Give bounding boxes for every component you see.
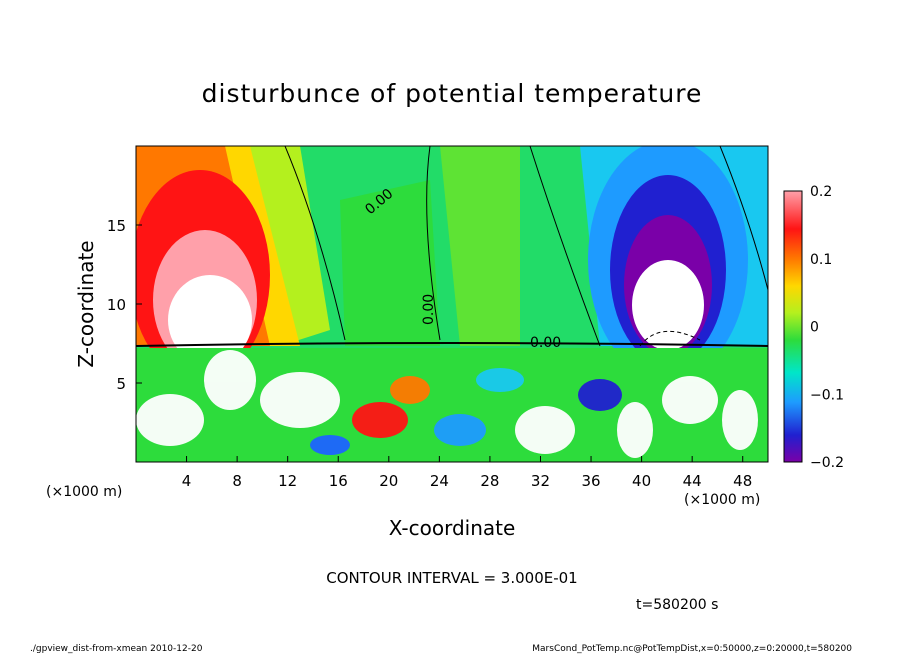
x-unit-right: (×1000 m)	[684, 492, 760, 508]
x-tick-label: 36	[581, 472, 600, 490]
x-tick-label: 40	[632, 472, 651, 490]
colorbar-ticks: 0.2 0.1 0 −0.1 −0.2	[810, 184, 844, 471]
colorbar	[783, 190, 803, 463]
x-axis: 4 8 12 16 20 24 28 32 36 40 44 48	[182, 456, 752, 490]
time-label: t=580200 s	[636, 597, 718, 613]
y-tick-label: 15	[107, 217, 126, 235]
colorbar-tick-label: −0.2	[810, 455, 844, 471]
contour-label: 0.00	[421, 294, 437, 325]
heatmap-field	[136, 146, 768, 462]
x-axis-label: X-coordinate	[389, 516, 516, 540]
colorbar-tick-label: −0.1	[810, 387, 844, 403]
x-tick-label: 28	[480, 472, 499, 490]
y-axis: 5 10 15	[107, 217, 142, 393]
x-tick-label: 12	[278, 472, 297, 490]
x-tick-label: 20	[379, 472, 398, 490]
contour-interval: CONTOUR INTERVAL = 3.000E-01	[326, 569, 577, 587]
y-axis-label: Z-coordinate	[74, 240, 98, 367]
contour-label: 0.00	[530, 335, 561, 351]
x-tick-label: 16	[329, 472, 348, 490]
colorbar-tick-label: 0.1	[810, 252, 832, 268]
x-tick-label: 44	[683, 472, 702, 490]
footer-right: MarsCond_PotTemp.nc@PotTempDist,x=0:5000…	[532, 644, 852, 654]
x-tick-label: 8	[232, 472, 242, 490]
colorbar-tick-label: 0	[810, 320, 819, 336]
x-tick-label: 48	[733, 472, 752, 490]
y-tick-label: 5	[116, 375, 126, 393]
x-unit-left: (×1000 m)	[46, 484, 122, 500]
x-tick-label: 32	[531, 472, 550, 490]
chart-title: disturbunce of potential temperature	[202, 79, 703, 108]
footer-left: ./gpview_dist-from-xmean 2010-12-20	[30, 644, 203, 654]
y-tick-label: 10	[107, 296, 126, 314]
x-tick-label: 4	[182, 472, 192, 490]
colorbar-tick-label: 0.2	[810, 184, 832, 200]
x-tick-label: 24	[430, 472, 449, 490]
